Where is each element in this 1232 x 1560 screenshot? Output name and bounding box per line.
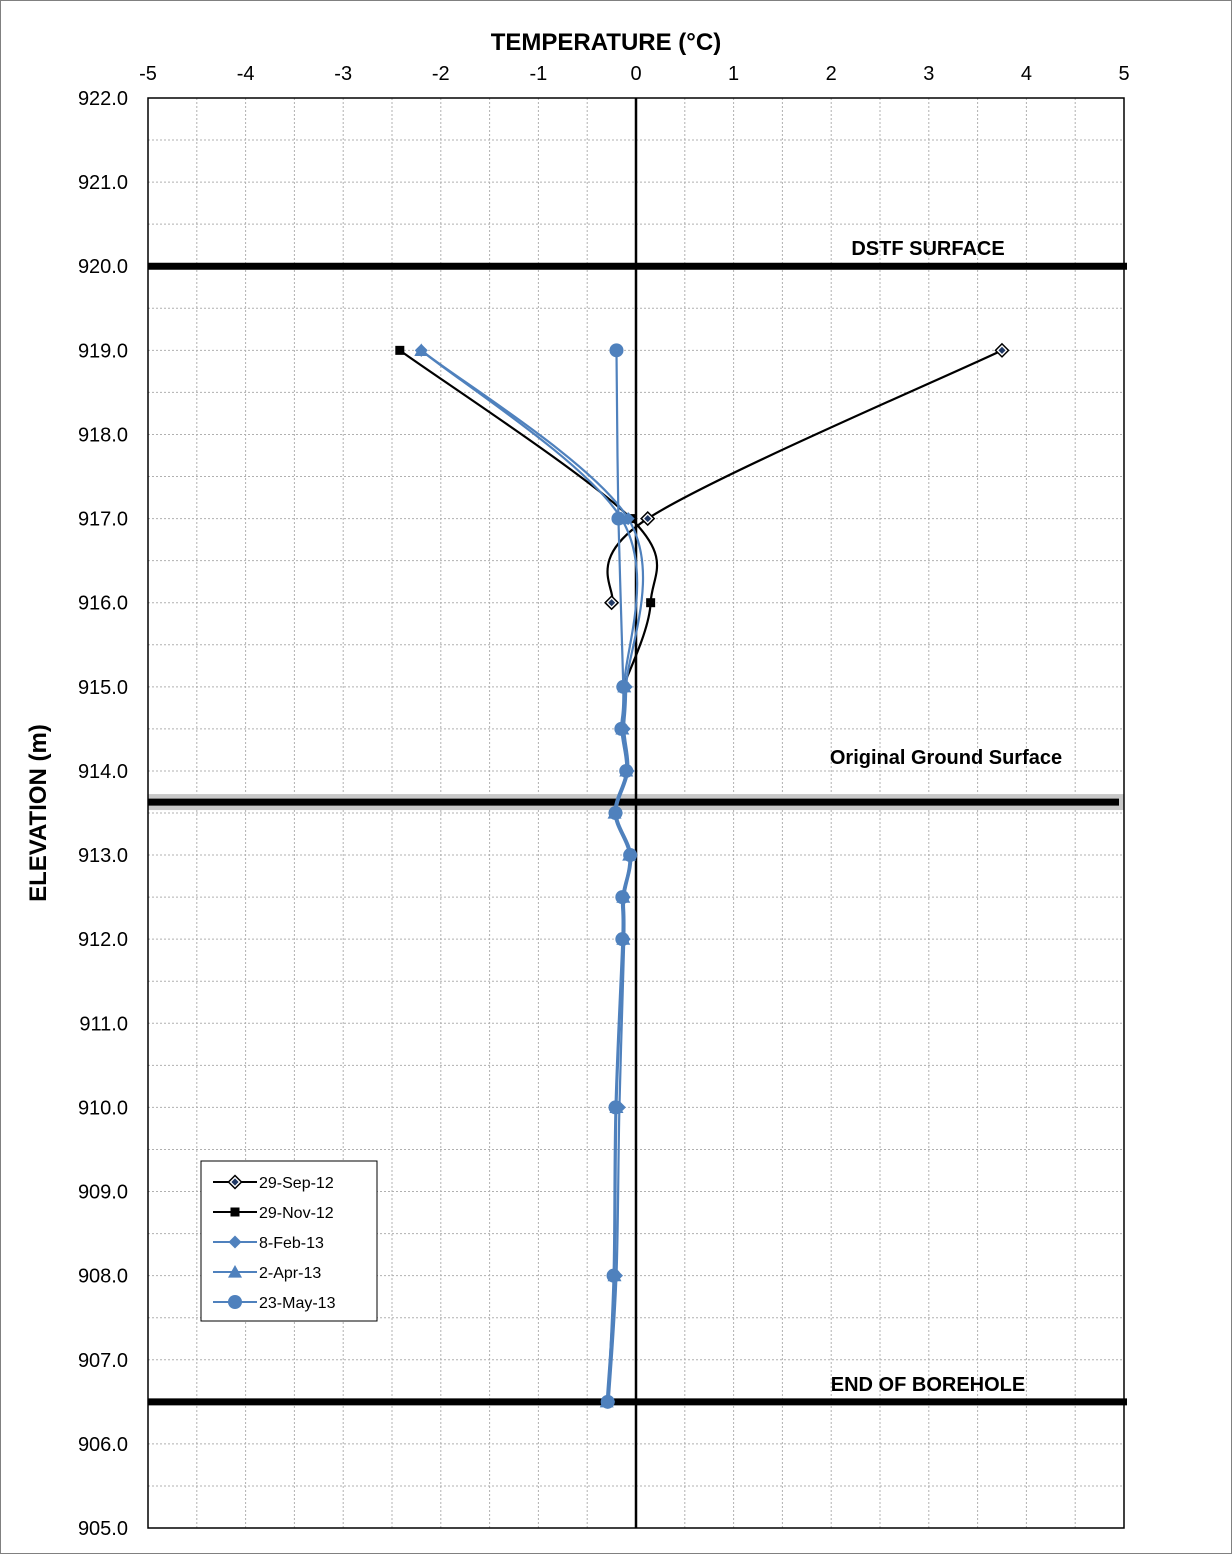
series-line: [420, 349, 645, 1402]
axes: -5 -4 -3 -2 -1 0 1 2 3 4 5 922.0 921.0 920.0 919.0 918.…: [78, 63, 1130, 1540]
data-point-marker-fill: [998, 346, 1006, 354]
data-point-marker: [623, 848, 638, 863]
reference-line-label: END OF BOREHOLE: [831, 1374, 1025, 1396]
reference-line-label: DSTF SURFACE: [851, 238, 1004, 260]
legend-item: 2-Apr-13: [213, 1265, 321, 1282]
legend-swatch-marker: [230, 1207, 240, 1217]
y-tick-label: 910.0: [78, 1097, 128, 1119]
y-tick-label: 921.0: [78, 172, 128, 194]
legend-label: 23-May-13: [259, 1295, 336, 1312]
series-line: [399, 349, 659, 688]
y-tick-label: 914.0: [78, 761, 128, 783]
x-tick-label: 5: [1118, 63, 1129, 85]
series-2: [414, 343, 645, 1409]
y-tick-label: 916.0: [78, 593, 128, 615]
reference-line-label: Original Ground Surface: [830, 747, 1062, 769]
data-point-marker: [611, 511, 626, 526]
series-line: [420, 349, 639, 1402]
x-tick-label: -5: [139, 63, 157, 85]
series-0: [604, 342, 1010, 611]
data-point-marker: [609, 343, 624, 358]
x-tick-label: -2: [432, 63, 450, 85]
y-tick-label: 905.0: [78, 1518, 128, 1540]
data-point-marker: [615, 932, 630, 947]
y-tick-label: 913.0: [78, 845, 128, 867]
data-point-marker-fill: [644, 515, 652, 523]
data-point-marker: [646, 598, 656, 608]
data-point-marker: [608, 1100, 623, 1115]
series-4: [600, 343, 638, 1409]
x-tick-label: 4: [1021, 63, 1032, 85]
legend-item: 29-Sep-12: [213, 1174, 334, 1192]
data-point-marker: [395, 345, 405, 355]
y-axis-title: ELEVATION (m): [25, 724, 52, 902]
legend-label: 29-Sep-12: [259, 1175, 334, 1192]
series-line: [606, 349, 1003, 604]
x-tick-label: -1: [530, 63, 548, 85]
data-point-marker: [614, 721, 629, 736]
data-point-marker-fill: [608, 599, 616, 607]
legend-item: 29-Nov-12: [213, 1205, 334, 1222]
y-tick-label: 920.0: [78, 256, 128, 278]
legend: 29-Sep-12 29-Nov-12 8-Feb-13 2-Apr-13 23-May…: [200, 1160, 378, 1322]
legend-swatch-marker: [228, 1265, 242, 1278]
x-tick-label: 1: [728, 63, 739, 85]
y-tick-label: 909.0: [78, 1182, 128, 1204]
y-tick-label: 912.0: [78, 929, 128, 951]
legend-item: 23-May-13: [213, 1295, 336, 1312]
x-tick-label: 0: [630, 63, 641, 85]
y-tick-label: 918.0: [78, 424, 128, 446]
series-line: [606, 350, 632, 1402]
legend-swatch-marker: [228, 1235, 242, 1249]
x-axis-title: TEMPERATURE (°C): [491, 29, 721, 56]
legend-item: 8-Feb-13: [213, 1235, 324, 1252]
x-tick-label: 3: [923, 63, 934, 85]
legend-swatch-marker-fill: [231, 1178, 239, 1186]
data-point-marker: [615, 890, 630, 905]
y-tick-label: 915.0: [78, 677, 128, 699]
y-tick-label: 919.0: [78, 340, 128, 362]
x-tick-label: -3: [334, 63, 352, 85]
data-point-marker: [608, 806, 623, 820]
y-tick-label: 917.0: [78, 509, 128, 531]
labels: TEMPERATURE (°C) ELEVATION (m): [25, 29, 721, 902]
legend-label: 29-Nov-12: [259, 1205, 334, 1222]
legend-label: 2-Apr-13: [259, 1265, 321, 1282]
y-tick-label: 908.0: [78, 1266, 128, 1288]
series-3: [414, 343, 639, 1408]
legend-swatch-marker: [228, 1295, 242, 1309]
legend-label: 8-Feb-13: [259, 1235, 324, 1252]
x-tick-label: 2: [826, 63, 837, 85]
y-tick-label: 907.0: [78, 1350, 128, 1372]
y-tick-label: 911.0: [79, 1013, 128, 1035]
data-point-marker: [606, 1268, 621, 1283]
series: [395, 342, 1010, 1409]
data-point-marker: [619, 763, 634, 778]
y-tick-label: 906.0: [78, 1434, 128, 1456]
data-point-marker: [616, 679, 631, 694]
data-point-marker: [600, 1394, 615, 1409]
y-tick-label: 922.0: [78, 88, 128, 110]
x-tick-label: -4: [237, 63, 255, 85]
data-point-marker: [414, 343, 429, 356]
